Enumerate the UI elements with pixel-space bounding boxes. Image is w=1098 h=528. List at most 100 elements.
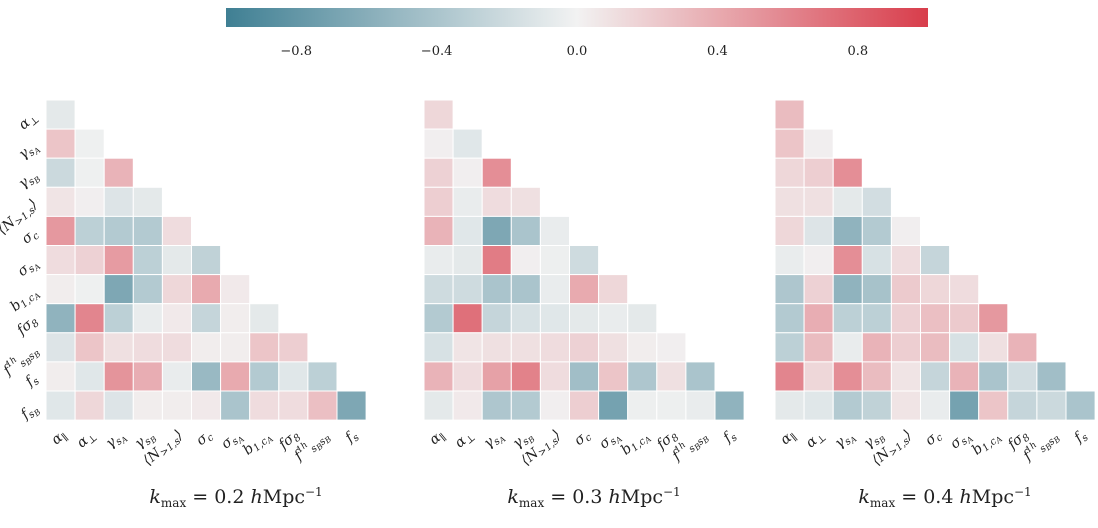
heatmap-cell xyxy=(452,303,483,334)
column-label: α∥ xyxy=(777,427,799,450)
row-label: f1hsBsB xyxy=(0,341,43,382)
heatmap-cell xyxy=(452,157,483,188)
row-label: fs xyxy=(22,371,42,392)
heatmap-cell xyxy=(161,332,192,363)
heatmap-cell xyxy=(685,361,716,392)
heatmap-cell xyxy=(132,186,163,217)
heatmap-cell xyxy=(249,303,280,334)
heatmap-cell xyxy=(539,215,571,246)
column-label: α⊥ xyxy=(452,427,478,453)
heatmap-cell xyxy=(45,128,76,159)
column-label: ⟨N>1,s⟩ xyxy=(869,427,916,471)
heatmap-cell xyxy=(861,186,892,217)
heatmap-cell xyxy=(832,186,863,217)
heatmap-cell xyxy=(307,361,338,392)
heatmap-cell xyxy=(569,303,600,334)
panel-caption: kmax = 0.4 hMpc−1 xyxy=(858,485,1031,510)
heatmap-cell xyxy=(598,332,629,363)
heatmap-cell xyxy=(481,361,512,392)
heatmap-cell xyxy=(510,332,541,363)
heatmap-cell xyxy=(890,215,922,246)
heatmap-cell xyxy=(539,390,571,421)
colorbar: −0.8 −0.4 0.0 0.4 0.8 xyxy=(226,8,928,59)
heatmap-cell xyxy=(132,332,163,363)
heatmap-cell xyxy=(1036,361,1067,392)
heatmap-cell xyxy=(539,303,571,334)
heatmap-cell xyxy=(861,361,892,392)
heatmap-cell xyxy=(452,390,483,421)
heatmap-cell xyxy=(774,245,805,276)
heatmap-cell xyxy=(452,274,483,305)
heatmap-cell xyxy=(920,390,951,421)
heatmap-cell xyxy=(832,245,863,276)
heatmap-cell xyxy=(220,332,251,363)
heatmap-cell xyxy=(423,215,454,246)
column-label: α⊥ xyxy=(803,427,829,453)
heatmap-cell xyxy=(510,274,541,305)
heatmap-cell xyxy=(423,186,454,217)
heatmap-cell xyxy=(890,390,922,421)
heatmap-cell xyxy=(191,390,222,421)
column-label: fσ8 xyxy=(653,427,682,455)
heatmap-cell xyxy=(569,332,600,363)
heatmap-cell xyxy=(861,274,892,305)
heatmap-cell xyxy=(74,128,105,159)
heatmap-cell xyxy=(890,361,922,392)
heatmap-cell xyxy=(774,303,805,334)
heatmap-cell xyxy=(920,274,951,305)
heatmap-cell xyxy=(656,390,687,421)
row-label: b1,cA xyxy=(7,283,42,317)
heatmap-cell xyxy=(45,332,76,363)
heatmap-cell xyxy=(45,99,76,130)
column-label: σsA xyxy=(596,427,624,455)
heatmap-cell xyxy=(220,361,251,392)
heatmap-cell xyxy=(132,274,163,305)
heatmap-cell xyxy=(220,390,251,421)
heatmap-cell xyxy=(861,215,892,246)
heatmap-cell xyxy=(774,128,805,159)
heatmap-cell xyxy=(656,361,687,392)
heatmap-cell xyxy=(920,303,951,334)
heatmap-cell xyxy=(45,390,76,421)
heatmap-cell xyxy=(978,303,1009,334)
column-label: fσ8 xyxy=(275,427,304,455)
heatmap-cell xyxy=(423,390,454,421)
heatmap-cell xyxy=(161,390,192,421)
column-label: σc xyxy=(571,427,594,451)
heatmap-panel-1: α⊥γsAγsB⟨N>1,s⟩σcσsAb1,cAfσ8f1hsBsBfsfsB… xyxy=(0,99,367,510)
colorbar-tick-label: 0.0 xyxy=(567,44,588,59)
column-label: σc xyxy=(193,427,216,451)
heatmap-cell xyxy=(774,157,805,188)
heatmap-cell xyxy=(74,303,105,334)
row-label: fsB xyxy=(17,400,42,426)
column-label: ⟨N>1,s⟩ xyxy=(518,427,565,471)
heatmap-cell xyxy=(832,361,863,392)
heatmap-cell xyxy=(890,245,922,276)
heatmap-cell xyxy=(452,128,483,159)
column-label: ⟨N>1,s⟩ xyxy=(140,427,187,471)
heatmap-cell xyxy=(191,303,222,334)
column-label: fs xyxy=(1071,427,1091,448)
heatmap-cell xyxy=(103,186,134,217)
heatmap-panels: α⊥γsAγsB⟨N>1,s⟩σcσsAb1,cAfσ8f1hsBsBfsfsB… xyxy=(0,99,1096,510)
heatmap-cell xyxy=(832,303,863,334)
heatmap-cell xyxy=(949,332,980,363)
heatmap-cell xyxy=(539,274,571,305)
column-label: γsA xyxy=(103,427,130,454)
heatmap-cell xyxy=(74,274,105,305)
heatmap-cell xyxy=(481,215,512,246)
heatmap-cell xyxy=(510,390,541,421)
heatmap-cell xyxy=(336,390,367,421)
row-label: γsA xyxy=(16,138,43,165)
heatmap-cell xyxy=(569,274,600,305)
heatmap-cell xyxy=(423,361,454,392)
heatmap-cell xyxy=(685,390,716,421)
heatmap-cell xyxy=(278,390,309,421)
heatmap-cell xyxy=(423,303,454,334)
column-label: f1hsBsB xyxy=(668,426,711,467)
heatmap-cell xyxy=(510,215,541,246)
heatmap-cell xyxy=(832,274,863,305)
heatmap-cell xyxy=(481,157,512,188)
heatmap-cell xyxy=(949,390,980,421)
